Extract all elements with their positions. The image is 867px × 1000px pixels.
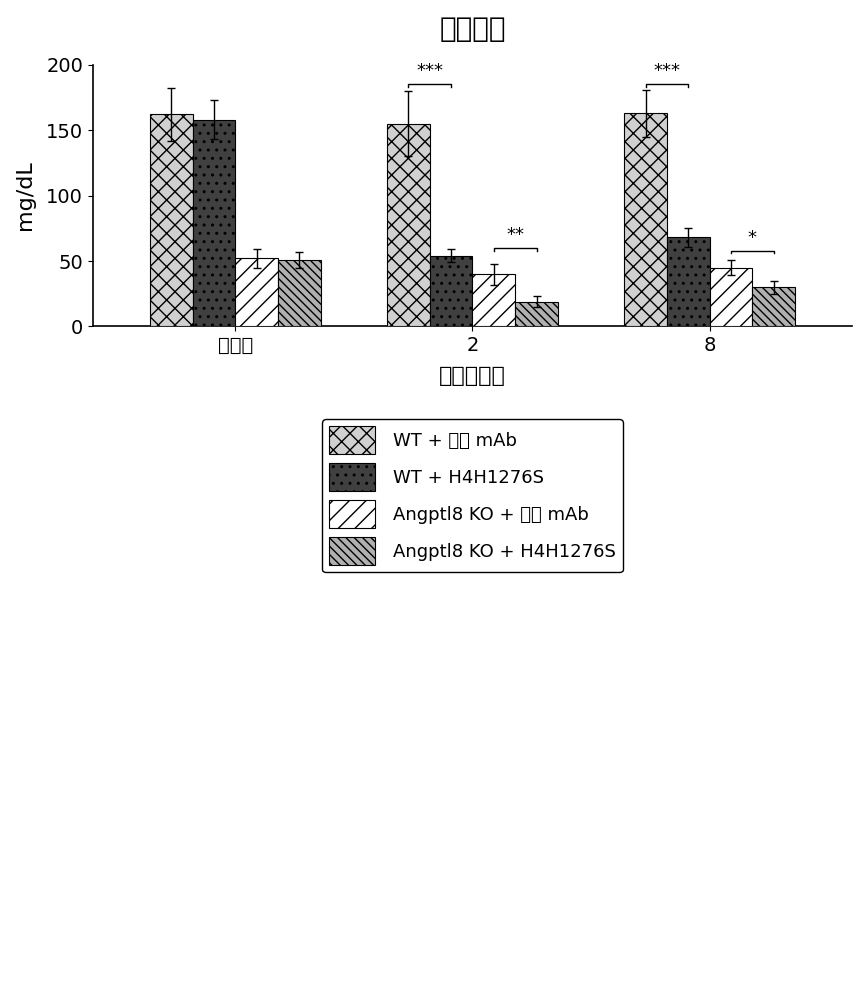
Legend: WT + 对照 mAb, WT + H4H1276S, Angptl8 KO + 对照 mAb, Angptl8 KO + H4H1276S: WT + 对照 mAb, WT + H4H1276S, Angptl8 KO +… bbox=[323, 419, 623, 572]
Bar bbox=[667, 237, 710, 326]
Bar bbox=[753, 287, 795, 326]
Bar bbox=[192, 120, 235, 326]
X-axis label: 时间（天）: 时间（天） bbox=[439, 366, 506, 386]
Y-axis label: mg/dL: mg/dL bbox=[15, 161, 35, 230]
Text: ***: *** bbox=[416, 62, 443, 80]
Bar bbox=[473, 274, 515, 326]
Text: ***: *** bbox=[654, 62, 681, 80]
Bar bbox=[235, 258, 278, 326]
Text: **: ** bbox=[506, 226, 525, 244]
Bar bbox=[624, 113, 667, 326]
Title: 甘油三酯: 甘油三酯 bbox=[440, 15, 505, 43]
Bar bbox=[430, 256, 473, 326]
Text: *: * bbox=[748, 229, 757, 247]
Bar bbox=[515, 302, 557, 326]
Bar bbox=[387, 124, 430, 326]
Bar bbox=[150, 114, 192, 326]
Bar bbox=[710, 268, 753, 326]
Bar bbox=[278, 260, 321, 326]
